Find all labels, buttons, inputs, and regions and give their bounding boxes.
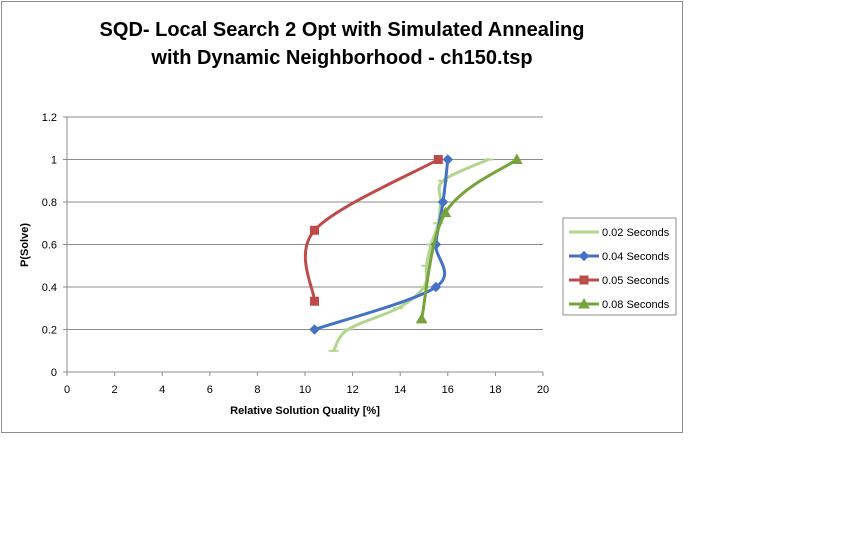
series-line — [313, 158, 450, 331]
data-point — [310, 225, 320, 235]
legend-label: 0.02 Seconds — [602, 227, 670, 239]
y-axis-title: P(Solve) — [19, 223, 31, 267]
x-tick-label: 14 — [394, 384, 406, 396]
x-tick-label: 6 — [207, 384, 213, 396]
data-point — [437, 196, 449, 208]
data-point — [415, 312, 428, 324]
x-tick-label: 12 — [346, 384, 358, 396]
data-point — [433, 155, 443, 164]
series-1 — [309, 154, 454, 335]
y-tick-label: 0 — [51, 367, 57, 379]
legend-marker — [578, 250, 590, 262]
series-line — [420, 158, 519, 321]
legend-marker — [578, 297, 590, 309]
y-tick-labels: 0 0.2 0.4 0.6 0.8 1 1.2 — [42, 112, 57, 379]
x-tick-label: 10 — [299, 384, 311, 396]
legend-entries: 0.02 Seconds 0.04 Seconds 0.05 Seconds 0.08… — [569, 227, 670, 311]
grid-layer — [67, 116, 543, 330]
chart-frame: SQD- Local Search 2 Opt with Simulated A… — [1, 1, 683, 433]
data-point — [309, 324, 320, 335]
chart-svg: SQD- Local Search 2 Opt with Simulated A… — [19, 19, 677, 417]
legend-label: 0.08 Seconds — [602, 299, 670, 311]
x-tick-label: 8 — [254, 384, 260, 396]
y-tick-label: 1.2 — [42, 112, 57, 124]
data-point — [510, 153, 523, 164]
x-tick-label: 18 — [489, 384, 501, 396]
legend-marker — [579, 275, 589, 285]
legend-label: 0.04 Seconds — [602, 251, 670, 263]
y-tick-label: 0.6 — [42, 240, 57, 252]
series-2 — [303, 155, 443, 306]
x-tick-label: 2 — [112, 384, 118, 396]
y-tick-label: 0.4 — [42, 282, 57, 294]
series-layer — [303, 153, 523, 353]
data-point — [442, 154, 454, 165]
series-line — [303, 158, 440, 303]
legend-entry: 0.05 Seconds — [569, 275, 670, 287]
legend-label: 0.05 Seconds — [602, 275, 670, 287]
series-line — [332, 158, 490, 353]
chart-title-line-2: with Dynamic Neighborhood - ch150.tsp — [150, 47, 532, 69]
legend-entry: 0.02 Seconds — [569, 227, 670, 239]
y-tick-label: 0.2 — [42, 325, 57, 337]
legend-entry: 0.08 Seconds — [569, 297, 670, 311]
x-tick-label: 16 — [442, 384, 454, 396]
series-3 — [415, 153, 523, 324]
x-tick-label: 4 — [159, 384, 165, 396]
y-tick-label: 0.8 — [42, 197, 57, 209]
axis-layer — [63, 116, 544, 376]
data-point — [310, 296, 320, 306]
x-tick-labels: 0 2 4 6 8 10 12 14 16 18 20 — [64, 384, 549, 396]
x-axis-title: Relative Solution Quality [%] — [230, 405, 380, 417]
data-point — [430, 281, 442, 293]
x-tick-label: 20 — [537, 384, 549, 396]
legend-entry: 0.04 Seconds — [569, 250, 670, 263]
legend: 0.02 Seconds 0.04 Seconds 0.05 Seconds 0.08… — [562, 217, 677, 316]
chart-title-line-1: SQD- Local Search 2 Opt with Simulated A… — [100, 19, 585, 41]
data-point — [439, 206, 452, 218]
x-tick-label: 0 — [64, 384, 70, 396]
legend-box — [562, 217, 677, 316]
y-tick-label: 1 — [51, 155, 57, 167]
